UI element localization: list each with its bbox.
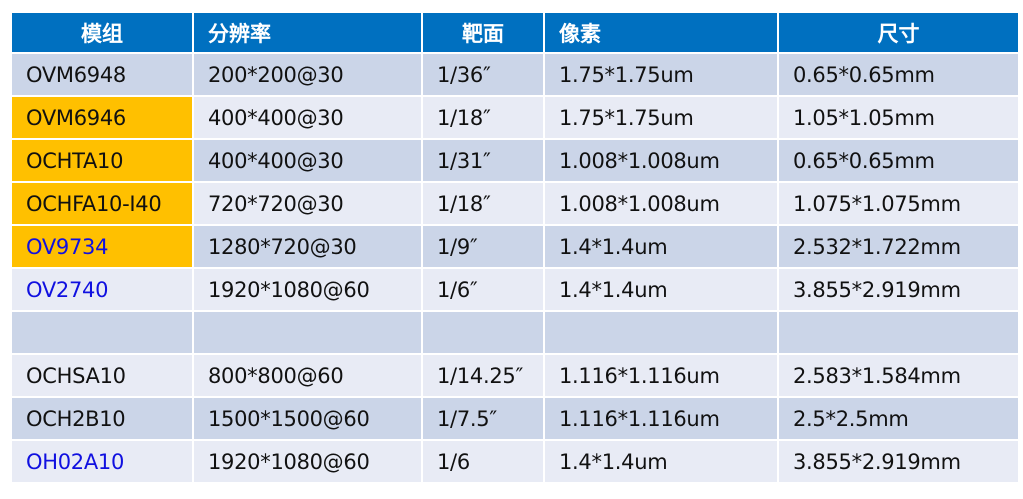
cell-dimensions: 1.075*1.075mm [779,183,1018,224]
cell-pixel-size: 1.75*1.75um [545,54,777,95]
cell-optical-format: 1/31″ [423,140,543,181]
cell-pixel-size: 1.008*1.008um [545,183,777,224]
cell-pixel-size: 1.4*1.4um [545,269,777,310]
cell-resolution: 400*400@30 [194,97,421,138]
table-row: OVM6946 400*400@30 1/18″ 1.75*1.75um 1.05*1.… [12,97,1018,138]
header-row: 模组 分辨率 靶面 像素 尺寸 [12,13,1018,52]
cell-resolution: 1920*1080@60 [194,269,421,310]
header-optical-format: 靶面 [423,13,543,52]
cell-resolution: 720*720@30 [194,183,421,224]
table-row: OH02A10 1920*1080@60 1/6 1.4*1.4um 3.855*2.9… [12,441,1018,482]
blank-row [12,312,1018,353]
cell-dimensions: 0.65*0.65mm [779,140,1018,181]
cell-module: OCHTA10 [12,140,192,181]
table-row: OCHSA10 800*800@60 1/14.25″ 1.116*1.116um 2.… [12,355,1018,396]
table-row: OCH2B10 1500*1500@60 1/7.5″ 1.116*1.116um 2.… [12,398,1018,439]
header-module: 模组 [12,13,192,52]
table-row: OCHFA10-I40 720*720@30 1/18″ 1.008*1.008um 1… [12,183,1018,224]
cell-optical-format: 1/7.5″ [423,398,543,439]
cell-resolution: 1920*1080@60 [194,441,421,482]
cell-resolution: 1500*1500@60 [194,398,421,439]
header-pixel-size: 像素 [545,13,777,52]
cell-optical-format: 1/9″ [423,226,543,267]
cell-module: OVM6948 [12,54,192,95]
cell-resolution: 1280*720@30 [194,226,421,267]
table-row: OV9734 1280*720@30 1/9″ 1.4*1.4um 2.532*1.72… [12,226,1018,267]
cell-module: OCHFA10-I40 [12,183,192,224]
table-row: OVM6948 200*200@30 1/36″ 1.75*1.75um 0.65*0.… [12,54,1018,95]
table-row: OCHTA10 400*400@30 1/31″ 1.008*1.008um 0.65*… [12,140,1018,181]
cell-module [12,312,192,353]
cell-pixel-size: 1.116*1.116um [545,355,777,396]
cell-optical-format: 1/6″ [423,269,543,310]
cell-optical-format: 1/18″ [423,97,543,138]
cell-dimensions: 2.5*2.5mm [779,398,1018,439]
cell-pixel-size: 1.008*1.008um [545,140,777,181]
cell-pixel-size: 1.4*1.4um [545,226,777,267]
header-resolution: 分辨率 [194,13,421,52]
cell-optical-format [423,312,543,353]
cell-module: OVM6946 [12,97,192,138]
cell-dimensions: 2.583*1.584mm [779,355,1018,396]
cell-pixel-size: 1.116*1.116um [545,398,777,439]
cell-module: OH02A10 [12,441,192,482]
cell-resolution: 200*200@30 [194,54,421,95]
cell-optical-format: 1/6 [423,441,543,482]
cell-pixel-size [545,312,777,353]
cell-optical-format: 1/14.25″ [423,355,543,396]
cell-dimensions: 3.855*2.919mm [779,269,1018,310]
cell-optical-format: 1/36″ [423,54,543,95]
cell-dimensions: 0.65*0.65mm [779,54,1018,95]
cell-pixel-size: 1.4*1.4um [545,441,777,482]
cell-module: OV2740 [12,269,192,310]
cell-pixel-size: 1.75*1.75um [545,97,777,138]
cell-module: OCHSA10 [12,355,192,396]
cell-module: OV9734 [12,226,192,267]
cell-optical-format: 1/18″ [423,183,543,224]
cell-resolution: 400*400@30 [194,140,421,181]
cell-resolution [194,312,421,353]
table-row: OV2740 1920*1080@60 1/6″ 1.4*1.4um 3.855*2.9… [12,269,1018,310]
header-dimensions: 尺寸 [779,13,1018,52]
cell-dimensions [779,312,1018,353]
sensor-module-table: 模组 分辨率 靶面 像素 尺寸 OVM6948 200*200@30 1/36″ 1.… [10,11,1020,484]
cell-resolution: 800*800@60 [194,355,421,396]
cell-dimensions: 1.05*1.05mm [779,97,1018,138]
cell-dimensions: 3.855*2.919mm [779,441,1018,482]
cell-dimensions: 2.532*1.722mm [779,226,1018,267]
cell-module: OCH2B10 [12,398,192,439]
